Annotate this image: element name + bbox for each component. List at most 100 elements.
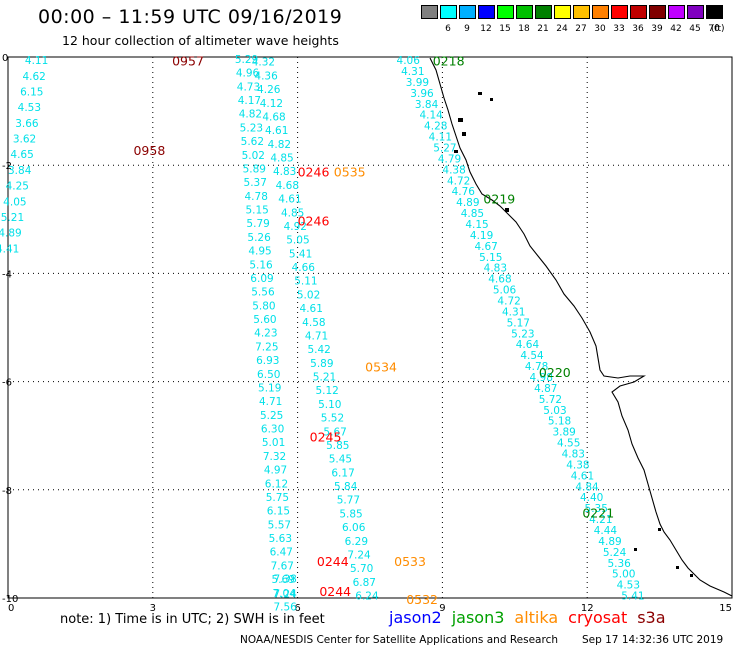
- colorbar-swatch: [554, 5, 571, 19]
- wave-height-value: 4.64: [516, 339, 540, 351]
- wave-height-value: 4.11: [25, 55, 48, 67]
- colorbar-label: 30: [594, 24, 606, 34]
- y-tick-label: 0: [2, 53, 8, 64]
- wave-height-value: 4.41: [0, 243, 19, 255]
- wave-height-value: 4.61: [571, 470, 594, 482]
- wave-height-value: 4.25: [6, 181, 29, 193]
- islands: [454, 92, 693, 577]
- plot-frame: [7, 56, 733, 599]
- colorbar-label: 36: [632, 24, 644, 34]
- wave-height-value: 4.61: [278, 194, 301, 206]
- colorbar-label: 33: [613, 24, 625, 34]
- wave-height-value: 4.72: [497, 296, 520, 308]
- wave-height-value: 5.62: [241, 136, 264, 148]
- wave-height-value: 4.28: [424, 121, 447, 133]
- wave-height-value: 3.89: [552, 427, 575, 439]
- y-tick-label: -10: [2, 594, 18, 605]
- legend-jason3: jason3: [451, 608, 505, 627]
- colorbar-swatch: [687, 5, 704, 19]
- pass-time-label: 0533: [394, 554, 426, 569]
- wave-height-value: 4.21: [589, 514, 612, 526]
- colorbar-swatch: [573, 5, 590, 19]
- wave-height-value: 7.32: [263, 451, 286, 463]
- wave-height-value: 4.83: [562, 448, 585, 460]
- pass-time-label: 0220: [539, 365, 571, 380]
- wave-height-value: 4.61: [265, 125, 288, 137]
- pass-time-label: 0245: [310, 430, 342, 445]
- wave-height-value: 4.36: [254, 70, 278, 82]
- wave-height-value: 4.12: [260, 98, 283, 110]
- wave-height-value: 4.85: [281, 207, 304, 219]
- wave-height-value: 4.83: [273, 166, 296, 178]
- wave-height-value: 4.67: [474, 241, 497, 253]
- x-tick-label: 6: [294, 603, 300, 614]
- wave-height-value: 5.03: [543, 405, 566, 417]
- wave-height-value: 4.66: [292, 262, 316, 274]
- wave-height-value: 4.97: [264, 465, 287, 477]
- satellite-legend: jason2 jason3 altika cryosat s3a: [389, 608, 676, 627]
- wave-height-value: 5.85: [326, 440, 349, 452]
- x-tick-label: 9: [439, 603, 445, 614]
- wave-height-value: 5.89: [310, 358, 333, 370]
- wave-height-value: 5.01: [262, 437, 285, 449]
- colorbar-swatch: [592, 5, 609, 19]
- wave-height-value: 4.71: [259, 396, 282, 408]
- pass-time-labels: 0957 0958 0218 0246 0535 0246 0219 0534 0220 0245…: [133, 54, 614, 607]
- colorbar-label: 6: [445, 24, 451, 34]
- colorbar-swatch: [421, 5, 438, 19]
- wave-height-value: 5.26: [247, 232, 271, 244]
- wave-height-value: 7.24: [273, 589, 297, 601]
- wave-height-value: 4.58: [302, 317, 325, 329]
- y-tick-label: -6: [2, 378, 12, 389]
- wave-height-value: 6.50: [257, 369, 280, 381]
- wave-height-value: 4.17: [238, 95, 261, 107]
- wave-height-value: 4.55: [557, 438, 580, 450]
- wave-height-value: 4.76: [452, 186, 476, 198]
- wave-height-value: 5.80: [252, 300, 275, 312]
- wave-height-value: 7.04: [273, 588, 297, 600]
- wave-height-value: 6.09: [250, 273, 273, 285]
- wave-height-value: 4.89: [598, 536, 621, 548]
- pass-time-label: 0219: [483, 192, 515, 207]
- x-tick-label: 0: [8, 603, 14, 614]
- x-tick-label: 15: [719, 603, 732, 614]
- x-tick-label: 3: [150, 603, 156, 614]
- colorbar-label: 45: [689, 24, 701, 34]
- wave-height-value: 5.10: [318, 399, 341, 411]
- y-tick-label: -4: [2, 269, 12, 280]
- colorbar-unit: (ft): [711, 24, 725, 34]
- wave-height-value: 4.61: [300, 303, 323, 315]
- wave-height-value: 4.79: [438, 153, 461, 165]
- wave-height-value: 6.17: [331, 467, 354, 479]
- wave-height-value: 5.19: [258, 382, 281, 394]
- colorbar-label: 24: [556, 24, 568, 34]
- wave-height-value: 4.54: [520, 350, 544, 362]
- wave-height-value: 4.92: [284, 221, 307, 233]
- pass-time-label: 0534: [365, 359, 397, 374]
- legend-s3a: s3a: [637, 608, 666, 627]
- wave-height-value: 5.60: [253, 314, 276, 326]
- wave-height-value: 4.53: [617, 580, 640, 592]
- timestamp: Sep 17 14:32:36 UTC 2019: [582, 634, 724, 646]
- wave-height-value: 4.11: [429, 132, 452, 144]
- wave-height-value: 5.15: [245, 205, 268, 217]
- wave-height-value: 5.18: [548, 416, 571, 428]
- wave-height-value: 4.14: [419, 110, 443, 122]
- wave-height-value: 5.75: [266, 492, 289, 504]
- colorbar-swatch: [668, 5, 685, 19]
- wave-height-value: 5.17: [507, 317, 530, 329]
- wave-height-value: 4.23: [254, 328, 277, 340]
- wave-height-value: 4.72: [447, 175, 470, 187]
- legend-jason2: jason2: [389, 608, 442, 627]
- wave-height-value: 5.21: [313, 372, 336, 384]
- colorbar-label: 70: [708, 24, 720, 34]
- wave-height-value: 4.84: [575, 481, 599, 493]
- wave-height-value: 3.96: [410, 88, 434, 100]
- wave-height-value: 3.66: [15, 118, 39, 130]
- wave-height-value: 5.02: [242, 150, 265, 162]
- wave-height-value: 4.26: [257, 84, 281, 96]
- wave-height-value: 5.37: [244, 177, 267, 189]
- colorbar-label: 27: [575, 24, 587, 34]
- pass-time-label: 0958: [133, 143, 165, 158]
- axis-ticks: 0 3 6 9 12 15 0 -2 -4 -6 -8 -10: [2, 53, 732, 614]
